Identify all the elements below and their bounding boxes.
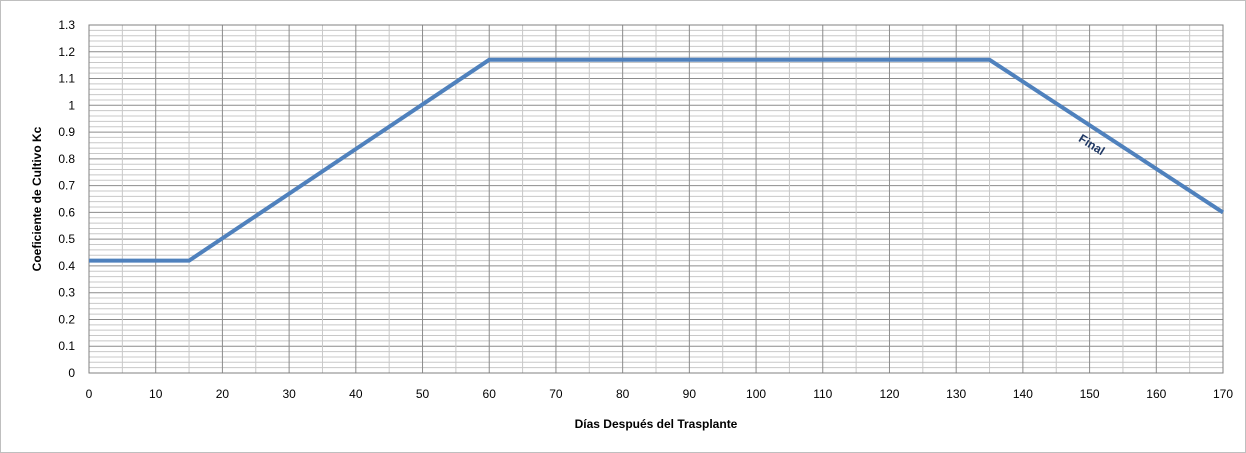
x-tick-label: 170 — [1213, 387, 1233, 401]
y-tick-label: 0.3 — [58, 286, 75, 300]
x-tick-label: 90 — [683, 387, 697, 401]
x-tick-label: 150 — [1080, 387, 1100, 401]
y-tick-labels: 0 0.1 0.2 0.3 0.4 0.5 0.6 0.7 0.8 0.9 1 1.1 1.2 1.3 — [58, 18, 75, 380]
y-tick-label: 0 — [68, 366, 75, 380]
x-tick-label: 120 — [879, 387, 899, 401]
y-axis-title: Coeficiente de Cultivo Kc — [30, 126, 44, 271]
x-tick-label: 0 — [86, 387, 93, 401]
y-tick-label: 0.4 — [58, 259, 75, 273]
x-tick-label: 160 — [1146, 387, 1166, 401]
x-tick-label: 10 — [149, 387, 163, 401]
y-tick-label: 0.8 — [58, 152, 75, 166]
y-tick-label: 0.9 — [58, 125, 75, 139]
x-tick-label: 140 — [1013, 387, 1033, 401]
grid-lines — [88, 24, 1224, 374]
x-tick-label: 30 — [282, 387, 296, 401]
series-group — [89, 57, 1225, 263]
x-axis-title: Días Después del Trasplante — [575, 417, 738, 431]
y-tick-label: 1.3 — [58, 18, 75, 32]
y-tick-label: 0.7 — [58, 179, 75, 193]
y-tick-label: 0.2 — [58, 312, 75, 326]
x-tick-label: 50 — [416, 387, 430, 401]
x-tick-label: 40 — [349, 387, 363, 401]
y-tick-label: 0.1 — [58, 339, 75, 353]
x-tick-label: 130 — [946, 387, 966, 401]
x-tick-label: 80 — [616, 387, 630, 401]
y-tick-label: 1.2 — [58, 45, 75, 59]
x-tick-label: 70 — [549, 387, 563, 401]
plot-area-border — [88, 24, 1224, 374]
x-tick-label: 100 — [746, 387, 766, 401]
kc-series-line — [89, 57, 1225, 263]
y-tick-label: 0.6 — [58, 205, 75, 219]
y-tick-label: 0.5 — [58, 232, 75, 246]
y-tick-label: 1.1 — [58, 72, 75, 86]
y-tick-label: 1 — [68, 98, 75, 112]
x-tick-labels: 0 10 20 30 40 50 60 70 80 90 100 110 120 130 140 150 160… — [86, 387, 1234, 401]
x-tick-label: 60 — [483, 387, 497, 401]
x-tick-label: 110 — [813, 387, 832, 401]
x-tick-label: 20 — [216, 387, 230, 401]
